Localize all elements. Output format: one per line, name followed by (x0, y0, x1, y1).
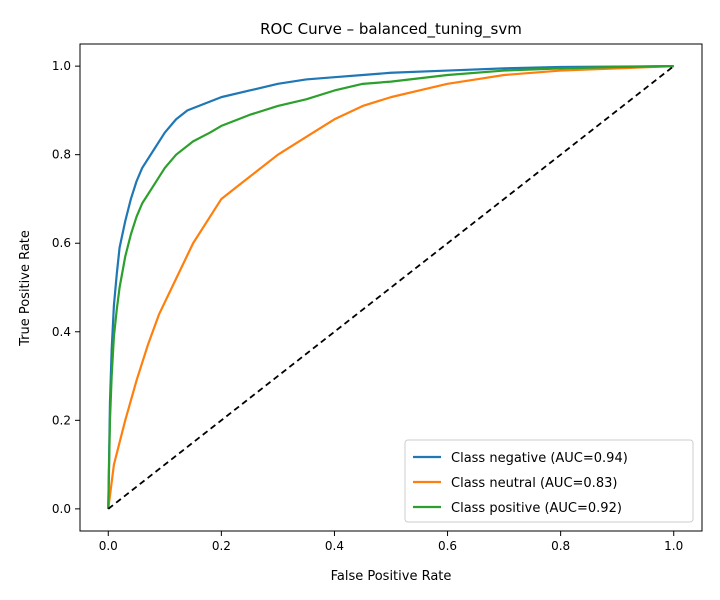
y-tick-label: 0.4 (52, 325, 71, 339)
legend-entry-0: Class negative (AUC=0.94) (451, 451, 628, 466)
x-axis-label: False Positive Rate (331, 569, 452, 584)
legend: Class negative (AUC=0.94) Class neutral (… (404, 439, 694, 523)
x-tick-label: 0.4 (325, 539, 344, 553)
y-tick-label: 1.0 (52, 59, 71, 73)
legend-entry-1: Class neutral (AUC=0.83) (451, 476, 617, 491)
series-line-0 (107, 65, 674, 509)
x-tick-label: 1.0 (664, 539, 683, 553)
series-line-2 (107, 65, 674, 509)
x-tick-label: 0.0 (99, 539, 118, 553)
x-tick-label: 0.6 (438, 539, 457, 553)
chart-title: ROC Curve – balanced_tuning_svm (260, 20, 522, 39)
x-tick-label: 0.8 (551, 539, 570, 553)
x-tick-label: 0.2 (212, 539, 231, 553)
legend-box (404, 439, 694, 523)
y-tick-label: 0.6 (52, 236, 71, 250)
legend-entry-2: Class positive (AUC=0.92) (451, 501, 622, 516)
y-tick-label: 0.0 (52, 502, 71, 516)
plot-frame (79, 43, 703, 532)
y-tick-label: 0.2 (52, 413, 71, 427)
series-line-1 (107, 65, 674, 509)
y-axis-label: True Positive Rate (18, 230, 33, 347)
y-tick-label: 0.8 (52, 148, 71, 162)
